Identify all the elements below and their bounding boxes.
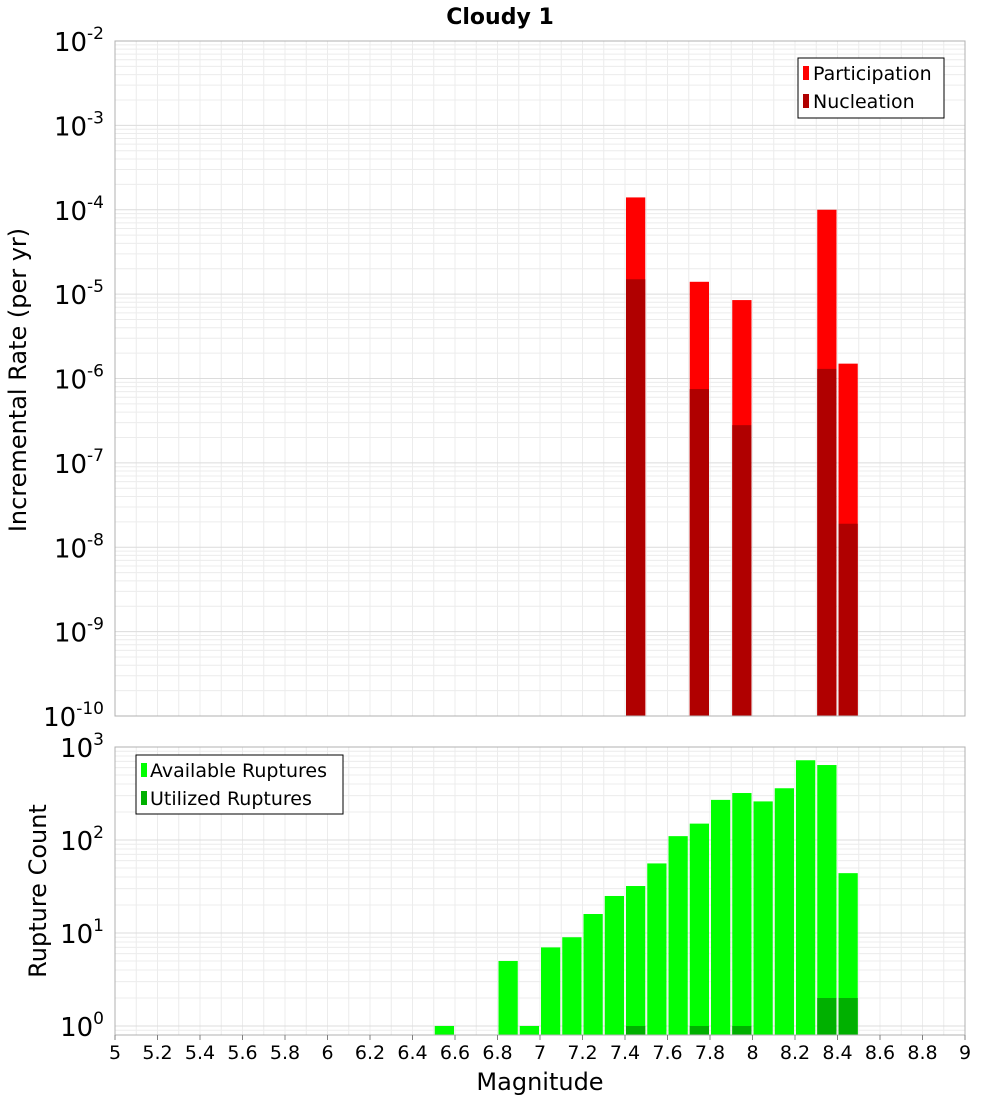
x-tick-label: 5.2 <box>142 1042 172 1064</box>
bottom-y-tick-label: 102 <box>60 823 104 857</box>
bottom-bar-utilized-ruptures <box>817 997 837 1035</box>
bottom-bar-available-ruptures <box>498 960 518 1035</box>
x-tick-label: 8.6 <box>865 1042 895 1064</box>
top-panel: 10-10 10-9 10-8 10-7 10-6 10-5 10-4 10-3 10-2 In… <box>4 24 966 733</box>
bottom-bar-utilized-ruptures <box>689 1025 709 1035</box>
bottom-x-ticks: 5 5.2 5.4 5.6 5.8 6 6.2 6.4 6.6 6.8 7 7.2 7.4 7.6 7.8 8… <box>109 1035 971 1064</box>
x-tick-label: 5.6 <box>227 1042 257 1064</box>
bottom-bar-available-ruptures <box>817 765 837 1035</box>
bottom-bar-available-ruptures <box>562 937 582 1035</box>
bottom-bar-available-ruptures <box>434 1025 454 1035</box>
bottom-panel: 100 101 102 103 5 5.2 5.4 5.6 5.8 6 6.2 6.4 6.6 6.8 7… <box>24 730 971 1096</box>
x-tick-label: 7 <box>534 1042 546 1064</box>
top-y-tick-label: 10-5 <box>54 277 104 311</box>
top-bar-nucleation <box>817 368 837 716</box>
top-bar-nucleation <box>732 425 752 716</box>
bottom-bar-available-ruptures <box>732 793 752 1035</box>
bottom-bar-available-ruptures <box>838 873 858 1035</box>
bottom-bar-available-ruptures <box>626 886 646 1035</box>
bottom-bar-available-ruptures <box>796 760 816 1035</box>
chart-title: Cloudy 1 <box>446 5 554 30</box>
bottom-bar-utilized-ruptures <box>732 1025 752 1035</box>
bottom-legend-box <box>135 754 344 815</box>
bottom-bar-available-ruptures <box>689 823 709 1035</box>
top-bar-nucleation <box>838 523 858 716</box>
bottom-bar-available-ruptures <box>753 801 773 1035</box>
x-tick-label: 6.2 <box>355 1042 385 1064</box>
top-bars <box>626 197 858 717</box>
legend-label-available: Available Ruptures <box>150 760 327 782</box>
x-tick-label: 8.2 <box>780 1042 810 1064</box>
x-tick-label: 8.8 <box>907 1042 937 1064</box>
bottom-y-tick-label: 103 <box>60 730 104 764</box>
x-tick-label: 7.8 <box>695 1042 725 1064</box>
top-y-axis-title: Incremental Rate (per yr) <box>4 228 32 532</box>
bottom-y-ticks: 100 101 102 103 <box>60 730 104 1043</box>
top-legend-box <box>797 57 945 119</box>
bottom-legend: Available Ruptures Utilized Ruptures <box>135 754 344 815</box>
top-y-tick-label: 10-2 <box>54 24 104 58</box>
x-tick-label: 7.6 <box>652 1042 682 1064</box>
x-tick-label: 5 <box>109 1042 121 1064</box>
x-tick-label: 9 <box>959 1042 971 1064</box>
x-tick-label: 5.4 <box>185 1042 215 1064</box>
x-tick-label: 7.2 <box>567 1042 597 1064</box>
bottom-bar-available-ruptures <box>774 788 794 1035</box>
x-axis-title: Magnitude <box>476 1068 603 1096</box>
legend-label-nucleation: Nucleation <box>813 91 915 113</box>
bottom-y-tick-label: 101 <box>60 916 104 950</box>
legend-swatch-participation <box>803 66 809 80</box>
bottom-bar-available-ruptures <box>583 914 603 1035</box>
x-tick-label: 6 <box>321 1042 333 1064</box>
bottom-bar-available-ruptures <box>668 836 688 1035</box>
top-bar-nucleation <box>689 389 709 716</box>
top-y-tick-label: 10-8 <box>54 530 104 564</box>
top-y-ticks: 10-10 10-9 10-8 10-7 10-6 10-5 10-4 10-3 10-2 <box>43 24 104 733</box>
top-legend: Participation Nucleation <box>797 57 945 119</box>
top-y-tick-label: 10-10 <box>43 699 104 733</box>
top-y-tick-label: 10-7 <box>54 446 104 480</box>
x-tick-label: 6.4 <box>397 1042 427 1064</box>
legend-label-participation: Participation <box>813 63 932 85</box>
x-tick-label: 6.8 <box>482 1042 512 1064</box>
x-tick-label: 7.4 <box>610 1042 640 1064</box>
bottom-y-axis-title: Rupture Count <box>24 804 52 978</box>
x-tick-label: 8 <box>746 1042 758 1064</box>
bottom-y-tick-label: 100 <box>60 1009 104 1043</box>
legend-swatch-utilized <box>141 791 147 805</box>
x-tick-label: 5.8 <box>270 1042 300 1064</box>
bottom-bar-utilized-ruptures <box>838 997 858 1035</box>
bottom-bar-available-ruptures <box>711 799 731 1035</box>
top-y-tick-label: 10-4 <box>54 193 104 227</box>
bottom-bar-utilized-ruptures <box>626 1025 646 1035</box>
top-bar-nucleation <box>626 279 646 716</box>
bottom-bar-available-ruptures <box>519 1025 539 1035</box>
bottom-bars <box>434 760 858 1035</box>
top-y-tick-label: 10-9 <box>54 615 104 649</box>
bottom-bar-available-ruptures <box>541 947 561 1035</box>
x-tick-label: 8.4 <box>822 1042 852 1064</box>
legend-swatch-available <box>141 763 147 777</box>
top-grid <box>114 41 966 717</box>
legend-label-utilized: Utilized Ruptures <box>150 788 312 810</box>
top-y-tick-label: 10-3 <box>54 108 104 142</box>
bottom-bar-available-ruptures <box>647 863 667 1035</box>
x-tick-label: 6.6 <box>440 1042 470 1064</box>
bottom-bar-available-ruptures <box>604 895 624 1035</box>
top-plot-border <box>114 40 966 717</box>
top-y-tick-label: 10-6 <box>54 362 104 396</box>
legend-swatch-nucleation <box>803 94 809 108</box>
